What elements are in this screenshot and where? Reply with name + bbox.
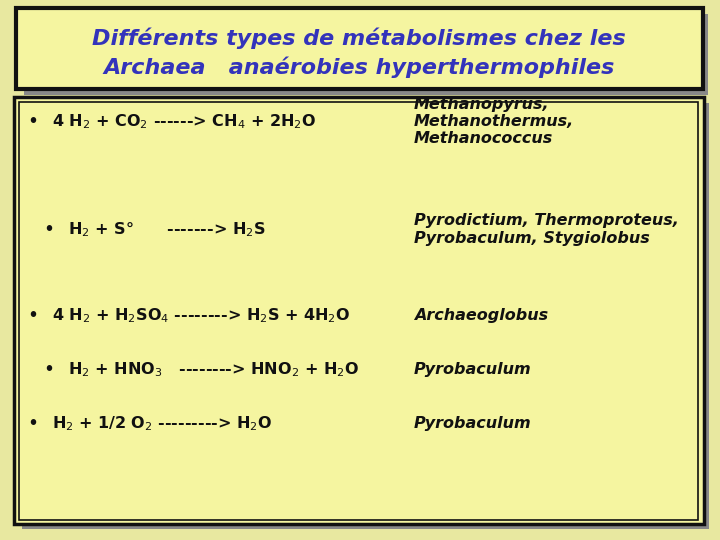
Text: H$_2$ + HNO$_3$   --------> HNO$_2$ + H$_2$O: H$_2$ + HNO$_3$ --------> HNO$_2$ + H$_2… — [68, 361, 359, 379]
Text: H$_2$ + S°      -------> H$_2$S: H$_2$ + S° -------> H$_2$S — [68, 220, 266, 239]
Text: Archaea   anaérobies hyperthermophiles: Archaea anaérobies hyperthermophiles — [104, 57, 615, 78]
Text: 4 H$_2$ + H$_2$SO$_4$ --------> H$_2$S + 4H$_2$O: 4 H$_2$ + H$_2$SO$_4$ --------> H$_2$S +… — [52, 307, 350, 325]
Text: •: • — [43, 220, 54, 239]
Text: 4 H$_2$ + CO$_2$ ------> CH$_4$ + 2H$_2$O: 4 H$_2$ + CO$_2$ ------> CH$_4$ + 2H$_2$… — [52, 112, 316, 131]
FancyBboxPatch shape — [16, 8, 703, 89]
Text: •: • — [43, 360, 54, 380]
FancyBboxPatch shape — [22, 103, 709, 529]
Text: Archaeoglobus: Archaeoglobus — [414, 308, 548, 323]
Text: Pyrodictium, Thermoproteus,
Pyrobaculum, Stygiolobus: Pyrodictium, Thermoproteus, Pyrobaculum,… — [414, 213, 679, 246]
Text: •: • — [27, 306, 38, 326]
Text: •: • — [27, 112, 38, 131]
Text: Différents types de métabolismes chez les: Différents types de métabolismes chez le… — [92, 27, 626, 49]
Text: H$_2$ + 1/2 O$_2$ ---------> H$_2$O: H$_2$ + 1/2 O$_2$ ---------> H$_2$O — [52, 415, 272, 433]
Text: Pyrobaculum: Pyrobaculum — [414, 362, 531, 377]
Text: •: • — [27, 414, 38, 434]
Text: Methanopyrus,
Methanothermus,
Methanococcus: Methanopyrus, Methanothermus, Methanococ… — [414, 97, 575, 146]
FancyBboxPatch shape — [14, 97, 704, 524]
Text: Pyrobaculum: Pyrobaculum — [414, 416, 531, 431]
FancyBboxPatch shape — [24, 14, 708, 94]
FancyBboxPatch shape — [19, 102, 698, 520]
